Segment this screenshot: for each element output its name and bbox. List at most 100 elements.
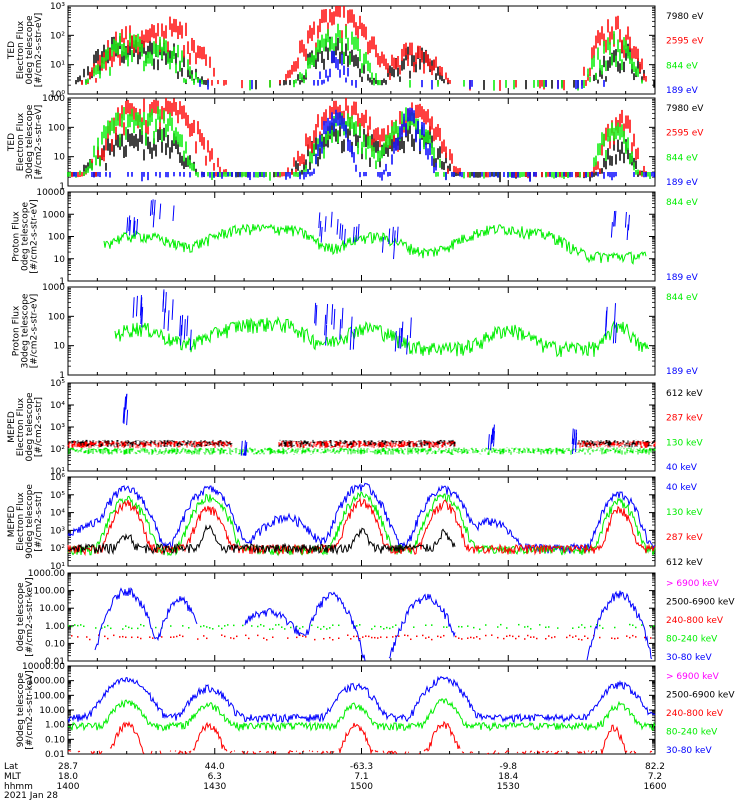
data-dot [371, 628, 373, 630]
data-dot [131, 636, 133, 639]
data-dot [68, 625, 70, 627]
data-spike [624, 211, 627, 228]
series-80-240-kev [67, 698, 656, 732]
x-tick-label: 18.0 [58, 772, 78, 782]
legend: 7980 eV 2595 eV 844 eV 189 eV [666, 104, 704, 188]
data-dot [71, 635, 73, 637]
data-spike [492, 424, 495, 440]
data-spike [574, 429, 577, 446]
data-dot [353, 635, 355, 638]
data-dot [302, 635, 304, 637]
data-spike [152, 211, 155, 228]
y-tick-label: 10³ [50, 423, 65, 433]
data-dot [566, 636, 568, 639]
data-spike [318, 212, 321, 229]
data-spike [492, 431, 495, 447]
data-spike [243, 440, 246, 456]
data-dot [551, 636, 553, 639]
data-dot [446, 626, 448, 628]
data-spike [331, 304, 334, 325]
data-dot [548, 626, 550, 628]
data-dot [299, 634, 301, 637]
y-tick-label: 1.00 [45, 622, 65, 632]
data-dot [275, 624, 277, 626]
data-dot [416, 635, 418, 638]
y-axis-label: [#/cm2-s-str-eV] [34, 105, 44, 180]
series-30-80-kev [94, 587, 653, 661]
data-dot [545, 637, 547, 640]
data-dot [329, 627, 331, 629]
legend-entry: 844 eV [666, 198, 699, 208]
data-dot [110, 627, 112, 630]
data-dot [173, 636, 175, 638]
y-tick-label: 100.00 [34, 691, 66, 701]
data-dot [212, 628, 214, 630]
data-spike [180, 324, 183, 346]
legend-entry: 2595 eV [666, 37, 704, 47]
data-dot [221, 634, 223, 636]
data-spike [135, 295, 138, 317]
data-dot [182, 635, 184, 638]
legend-entry: 240-800 keV [666, 616, 724, 626]
data-dot [491, 634, 493, 636]
data-dot [455, 635, 457, 638]
data-dot [479, 638, 481, 640]
y-axis-label: Proton Flux [12, 305, 22, 356]
data-spike [394, 330, 397, 352]
y-tick-label: 1000 [42, 283, 65, 293]
data-dot [155, 626, 157, 629]
data-spike [319, 220, 322, 237]
y-tick-label: 10⁵ [50, 491, 65, 501]
data-dot [515, 637, 517, 640]
data-dot [224, 635, 226, 638]
data-dot [278, 623, 280, 626]
legend-entry: 80-240 keV [666, 635, 718, 645]
x-tick-label: -63.3 [350, 762, 373, 772]
data-dot [512, 635, 514, 638]
data-dot [302, 626, 304, 628]
data-dot [272, 636, 274, 639]
data-spike [162, 289, 165, 310]
data-dot [89, 638, 91, 641]
data-dot [119, 636, 121, 638]
panel-2: 1 10 100 1000 TED Electron Flux 30deg telescop… [7, 94, 704, 192]
data-spike [575, 436, 578, 453]
data-dot [260, 623, 262, 626]
data-dot [170, 636, 172, 639]
y-tick-label: 1000.00 [28, 569, 65, 579]
data-dot [368, 635, 370, 638]
data-spike [605, 310, 608, 332]
data-dot [107, 637, 109, 640]
data-spike [398, 327, 401, 349]
legend-entry: > 6900 keV [666, 579, 720, 589]
x-tick-label: 1530 [497, 782, 520, 792]
data-dot [326, 628, 328, 630]
data-dot [614, 637, 616, 640]
data-dot [644, 636, 646, 639]
y-axis-label: 90deg telescope [25, 484, 35, 559]
data-dot [95, 627, 97, 629]
legend-entry: 189 eV [666, 86, 699, 96]
panel-5: 10¹ 10² 10³ 10⁴ 10⁵ MEPED Electron Flux 0deg te… [7, 379, 703, 477]
data-spike [409, 317, 412, 339]
y-tick-label: 10000 [36, 188, 65, 198]
data-dot [206, 637, 208, 640]
y-tick-label: 10³ [50, 526, 65, 536]
data-dot [323, 625, 325, 628]
data-spike [125, 393, 128, 410]
legend-entry: 40 keV [666, 463, 698, 473]
y-tick-label: 10⁵ [50, 379, 65, 389]
series-612-kev [67, 524, 456, 556]
data-dot [299, 627, 301, 630]
y-tick-label: 0.10 [45, 735, 65, 745]
data-spike [240, 440, 243, 456]
data-dot [317, 626, 319, 629]
data-spike [571, 428, 574, 445]
data-dot [443, 634, 445, 637]
data-dot [281, 626, 283, 628]
y-tick-label: 1 [59, 371, 65, 381]
data-dot [422, 634, 424, 637]
y-axis-label: 0deg telescope [25, 392, 35, 462]
